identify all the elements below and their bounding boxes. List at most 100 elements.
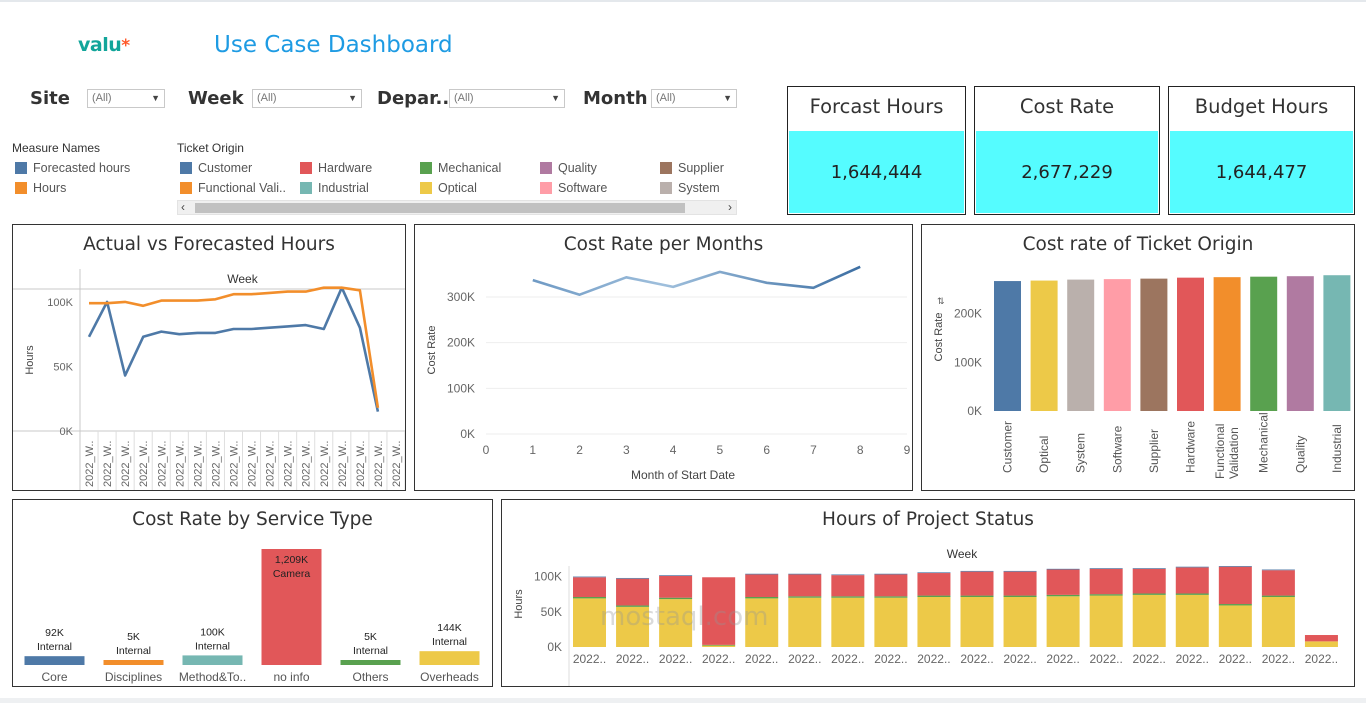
bar: [1103, 279, 1131, 411]
series-line-forecasted-hours: [87, 286, 380, 412]
x-tick-label: 2022..: [874, 652, 907, 666]
department-filter-select[interactable]: (All) ▼: [449, 89, 565, 108]
legend-item-functional-validation[interactable]: Functional Vali..: [180, 181, 286, 195]
kpi-value: 1,644,444: [789, 131, 964, 213]
bar-segment-hardware: [960, 571, 994, 596]
bar-segment-mechanical: [745, 596, 779, 599]
x-tick-label: Disciplines: [105, 670, 162, 684]
legend-item-supplier[interactable]: Supplier: [660, 161, 724, 175]
y-axis-label: Hours: [24, 345, 36, 375]
kpi-cost-rate: Cost Rate 2,677,229: [974, 86, 1160, 215]
bar-segment-optical: [831, 597, 865, 647]
scroll-left-icon[interactable]: ‹: [181, 200, 185, 214]
bar-segment-customer: [1175, 566, 1209, 568]
x-tick-label: 9: [904, 443, 911, 457]
x-tick-label-line: Functional: [1213, 424, 1227, 479]
x-tick-label: 2022_W..: [283, 441, 295, 487]
y-axis-label: Cost Rate: [933, 313, 945, 362]
bar-segment-customer: [917, 572, 951, 574]
filter-label-department: Depar..: [377, 88, 450, 109]
legend-scrollbar[interactable]: ‹ ›: [177, 200, 737, 215]
x-tick-label: 2022_W..: [174, 441, 186, 487]
scroll-right-icon[interactable]: ›: [728, 200, 732, 214]
x-tick-label: 1: [529, 443, 536, 457]
legend-swatch: [300, 162, 312, 174]
y-tick-label: 200K: [954, 307, 982, 321]
scrollbar-thumb[interactable]: [195, 203, 685, 213]
month-filter-select[interactable]: (All) ▼: [651, 89, 737, 108]
x-tick-label: 2022_W..: [84, 441, 96, 487]
bar: [340, 660, 401, 665]
y-axis-label: Hours: [513, 589, 525, 619]
y-tick-label: 300K: [447, 290, 475, 304]
x-tick-label: 7: [810, 443, 817, 457]
legend-item-hours[interactable]: Hours: [15, 181, 66, 195]
bar-segment-optical: [1089, 595, 1123, 647]
sub-label: Internal: [432, 636, 467, 648]
x-tick-label: Optical: [1037, 436, 1051, 473]
bar-segment-customer: [874, 573, 908, 575]
x-tick-label: 2022..: [1003, 652, 1036, 666]
bar-segment-optical: [1046, 596, 1080, 647]
bar: [1140, 278, 1168, 411]
x-tick-label: 2022_W..: [120, 441, 132, 487]
bar-segment-customer: [659, 575, 693, 576]
valu-logo: valu*: [78, 34, 130, 56]
chevron-down-icon: ▼: [348, 93, 357, 103]
bar: [994, 281, 1021, 411]
legend-item-hardware[interactable]: Hardware: [300, 161, 372, 175]
bar-segment-customer: [1132, 568, 1166, 569]
bar-segment-mechanical: [831, 596, 865, 598]
x-tick-label: Industrial: [1330, 424, 1344, 473]
x-tick-label: Hardware: [1184, 421, 1198, 473]
legend-item-optical[interactable]: Optical: [420, 181, 477, 195]
sub-label: Internal: [195, 640, 230, 652]
legend-item-forecasted-hours[interactable]: Forecasted hours: [15, 161, 130, 175]
bar-segment-mechanical: [702, 644, 736, 646]
week-filter-select[interactable]: (All) ▼: [252, 89, 362, 108]
x-tick-label: 2022_W..: [228, 441, 240, 487]
legend-item-customer[interactable]: Customer: [180, 161, 252, 175]
value-label: 92K: [45, 627, 64, 639]
week-header: Week: [947, 547, 978, 561]
bar: [24, 656, 85, 665]
x-tick-label: Quality: [1293, 436, 1307, 473]
value-label: 5K: [364, 631, 377, 643]
chart-title: Cost Rate by Service Type: [132, 509, 373, 530]
legend-swatch: [180, 162, 192, 174]
bar: [1323, 275, 1351, 411]
bar-segment-mechanical: [1089, 594, 1123, 596]
bar-segment-optical: [616, 606, 650, 647]
bar-segment-optical: [745, 598, 779, 647]
bar: [1250, 276, 1278, 411]
legend-item-mechanical[interactable]: Mechanical: [420, 161, 501, 175]
chart-title: Hours of Project Status: [822, 509, 1034, 530]
legend-swatch: [15, 182, 27, 194]
bar: [1067, 279, 1095, 411]
bar-segment-hardware: [788, 574, 822, 597]
bar-segment-mechanical: [917, 595, 951, 597]
series-line-hours: [89, 286, 380, 408]
x-tick-label: 2022..: [1305, 652, 1338, 666]
cost-rate-service-panel: Cost Rate by Service Type 92K Internal Cor…: [12, 499, 493, 687]
kpi-forecast-hours: Forcast Hours 1,644,444: [787, 86, 966, 215]
series-line-cost-rate: [532, 265, 861, 296]
legend-item-industrial[interactable]: Industrial: [300, 181, 369, 195]
bar-segment-hardware: [659, 575, 693, 598]
bar-segment-customer: [960, 570, 994, 572]
legend-item-software[interactable]: Software: [540, 181, 607, 195]
bar-segment-customer: [573, 576, 606, 578]
kpi-value: 2,677,229: [976, 131, 1158, 213]
legend-item-system[interactable]: System: [660, 181, 720, 195]
x-tick-label: 2022_W..: [247, 441, 259, 487]
x-axis-label: Month of Start Date: [631, 468, 735, 482]
actual-vs-forecast-chart: Week Hours 100K 50K 0K 2022_W.. 2022_W.. 2022_W…: [13, 269, 405, 490]
site-filter-select[interactable]: (All) ▼: [87, 89, 165, 108]
bar-segment-hardware: [702, 577, 736, 645]
legend-item-quality[interactable]: Quality: [540, 161, 597, 175]
chevron-down-icon: ▼: [723, 93, 732, 103]
bar-segment-customer: [788, 573, 822, 575]
x-tick-label: 6: [763, 443, 770, 457]
bar-segment-mechanical: [1046, 594, 1080, 597]
legend-swatch: [660, 182, 672, 194]
